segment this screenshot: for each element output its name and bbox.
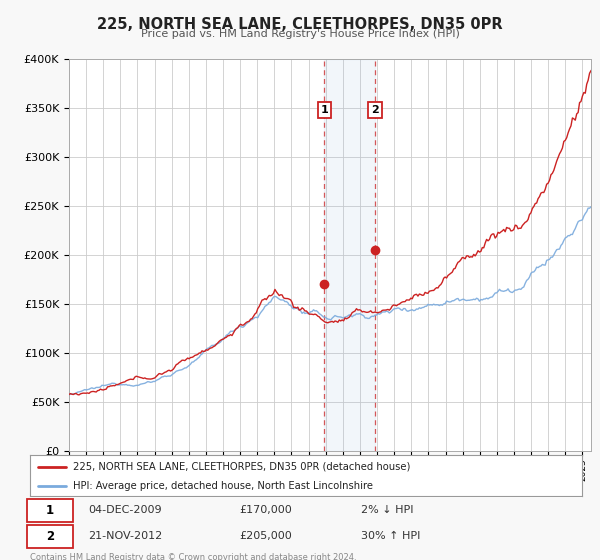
FancyBboxPatch shape — [27, 498, 73, 522]
FancyBboxPatch shape — [27, 525, 73, 548]
Text: 225, NORTH SEA LANE, CLEETHORPES, DN35 0PR (detached house): 225, NORTH SEA LANE, CLEETHORPES, DN35 0… — [73, 461, 410, 472]
Text: 30% ↑ HPI: 30% ↑ HPI — [361, 531, 421, 542]
Text: 1: 1 — [320, 105, 328, 115]
Text: £205,000: £205,000 — [240, 531, 293, 542]
Text: 21-NOV-2012: 21-NOV-2012 — [88, 531, 162, 542]
Text: 225, NORTH SEA LANE, CLEETHORPES, DN35 0PR: 225, NORTH SEA LANE, CLEETHORPES, DN35 0… — [97, 17, 503, 32]
Text: 2: 2 — [371, 105, 379, 115]
Bar — [325, 59, 375, 451]
Text: 2% ↓ HPI: 2% ↓ HPI — [361, 505, 414, 515]
Text: 1: 1 — [46, 503, 54, 517]
Text: 04-DEC-2009: 04-DEC-2009 — [88, 505, 161, 515]
Text: HPI: Average price, detached house, North East Lincolnshire: HPI: Average price, detached house, Nort… — [73, 480, 373, 491]
Text: Price paid vs. HM Land Registry's House Price Index (HPI): Price paid vs. HM Land Registry's House … — [140, 29, 460, 39]
Text: £170,000: £170,000 — [240, 505, 293, 515]
Text: 2: 2 — [46, 530, 54, 543]
Text: Contains HM Land Registry data © Crown copyright and database right 2024.
This d: Contains HM Land Registry data © Crown c… — [30, 553, 356, 560]
